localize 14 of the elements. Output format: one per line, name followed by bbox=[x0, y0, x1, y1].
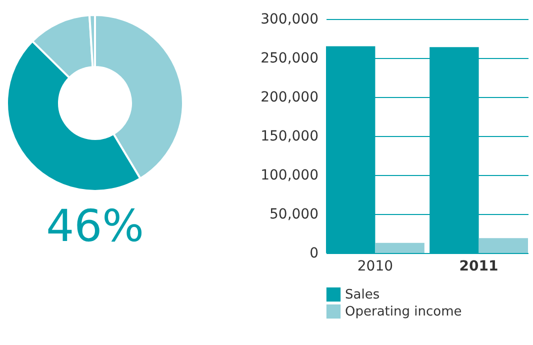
bar bbox=[478, 238, 528, 253]
x-tick-label: 2011 bbox=[459, 258, 498, 274]
legend-label: Sales bbox=[345, 288, 380, 302]
bar bbox=[375, 242, 424, 253]
y-tick-label: 100,000 bbox=[260, 168, 318, 184]
y-tick-label: 300,000 bbox=[260, 12, 318, 28]
y-tick-label: 200,000 bbox=[260, 90, 318, 106]
y-tick-label: 150,000 bbox=[260, 128, 318, 144]
x-tick-label: 2010 bbox=[357, 258, 394, 274]
text: 46% bbox=[46, 201, 144, 252]
y-tick-label: 50,000 bbox=[270, 206, 318, 222]
legend-label: Operating income bbox=[345, 304, 462, 320]
y-tick-label: 0 bbox=[310, 246, 318, 262]
y-tick-label: 250,000 bbox=[260, 50, 318, 66]
